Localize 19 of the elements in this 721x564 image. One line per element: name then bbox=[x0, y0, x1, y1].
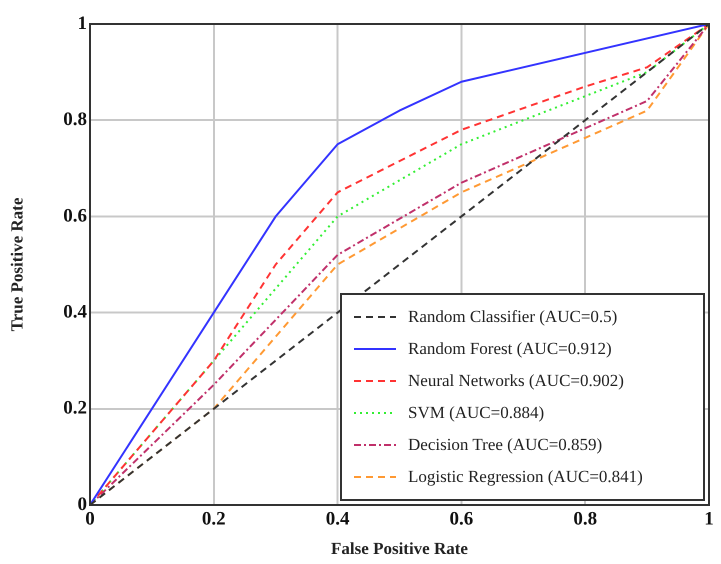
x-axis-title: False Positive Rate bbox=[331, 539, 468, 558]
x-tick-label: 0.2 bbox=[202, 508, 226, 530]
x-tick-label: 1 bbox=[704, 508, 714, 530]
legend-label: Random Classifier (AUC=0.5) bbox=[408, 307, 618, 327]
y-tick-label: 0.4 bbox=[63, 302, 88, 323]
legend-label: Random Forest (AUC=0.912) bbox=[408, 339, 612, 359]
y-tick-label: 0.8 bbox=[63, 109, 87, 130]
legend-label: SVM (AUC=0.884) bbox=[408, 403, 544, 423]
x-tick-label: 0.4 bbox=[326, 508, 350, 530]
y-tick-label: 0.6 bbox=[63, 205, 87, 226]
legend-label: Decision Tree (AUC=0.859) bbox=[408, 435, 602, 455]
legend-label: Neural Networks (AUC=0.902) bbox=[408, 371, 624, 391]
y-axis-title: True Positive Rate bbox=[8, 197, 27, 332]
y-tick-label: 0.2 bbox=[63, 398, 87, 419]
legend-label: Logistic Regression (AUC=0.841) bbox=[408, 467, 643, 487]
x-tick-label: 0.6 bbox=[450, 508, 474, 530]
y-tick-label: 1 bbox=[78, 12, 87, 34]
x-tick-label: 0.8 bbox=[573, 508, 598, 530]
y-tick-label: 0 bbox=[78, 494, 87, 515]
